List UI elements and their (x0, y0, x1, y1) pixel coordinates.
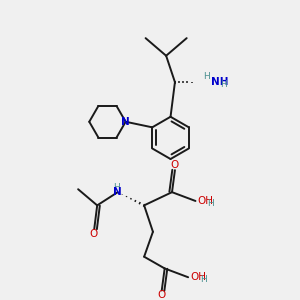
Text: H: H (113, 183, 120, 192)
Text: NH: NH (211, 77, 229, 87)
Text: O: O (171, 160, 179, 170)
Text: N: N (113, 187, 122, 197)
Text: H: H (207, 199, 214, 208)
Text: O: O (89, 229, 98, 239)
Text: H: H (200, 275, 207, 284)
Text: O: O (157, 290, 165, 300)
Text: N: N (121, 117, 130, 127)
Text: OH: OH (198, 196, 214, 206)
Text: H: H (220, 80, 227, 89)
Text: OH: OH (190, 272, 206, 282)
Text: H: H (203, 72, 210, 81)
